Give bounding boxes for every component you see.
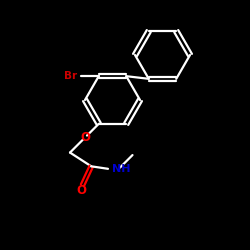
Text: O: O	[80, 131, 90, 144]
Text: O: O	[76, 184, 86, 197]
Text: Br: Br	[64, 71, 77, 81]
Text: NH: NH	[112, 164, 131, 174]
